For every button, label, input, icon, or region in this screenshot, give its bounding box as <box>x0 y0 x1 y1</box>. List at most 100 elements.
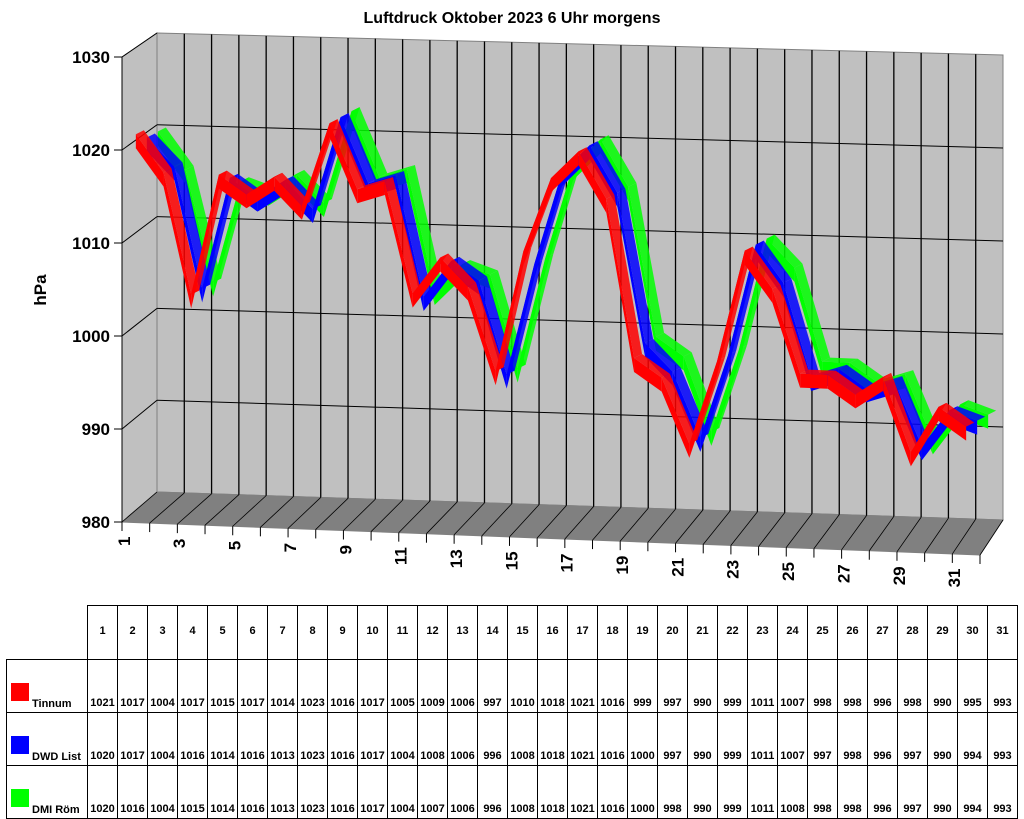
table-cell: 1007 <box>417 765 448 819</box>
legend-label: DWD List <box>32 751 81 763</box>
x-tick-label: 13 <box>447 549 466 568</box>
table-cell: 996 <box>867 765 898 819</box>
side-wall <box>121 32 158 524</box>
legend-swatch-icon <box>11 789 29 807</box>
table-cell: 990 <box>687 659 718 713</box>
x-tick-label: 29 <box>890 566 909 585</box>
table-row: DWD List 1020 1017 1004 1016 1014 1016 1013 1023… <box>6 712 1018 766</box>
table-cell: 1016 <box>327 765 358 819</box>
table-header-day: 26 <box>837 605 868 660</box>
table-cell: 1016 <box>117 765 148 819</box>
table-header-day: 5 <box>207 605 238 660</box>
table-header-day: 18 <box>597 605 628 660</box>
table-cell: 1017 <box>117 659 148 713</box>
table-cell: 1008 <box>507 765 538 819</box>
table-header-day: 30 <box>957 605 988 660</box>
table-cell: 1008 <box>417 712 448 766</box>
x-tick-label: 1 <box>115 537 134 546</box>
table-cell: 1017 <box>357 659 388 713</box>
table-cell: 1021 <box>567 659 598 713</box>
table-cell: 997 <box>657 659 688 713</box>
y-tick-label: 1000 <box>72 327 110 346</box>
table-row: DMI Röm 1020 1016 1004 1015 1014 1016 1013 1023 1… <box>6 765 1018 819</box>
table-header-day: 19 <box>627 605 658 660</box>
table-header-day: 10 <box>357 605 388 660</box>
table-cell: 1007 <box>777 659 808 713</box>
x-tick-label: 15 <box>502 551 521 570</box>
series-ribbon-tinnum <box>135 119 975 467</box>
table-cell: 1014 <box>267 659 298 713</box>
table-cell: 1006 <box>447 712 478 766</box>
y-tick-label: 1020 <box>72 141 110 160</box>
table-cell: 998 <box>837 712 868 766</box>
table-cell: 1004 <box>387 765 418 819</box>
table-header-day: 22 <box>717 605 748 660</box>
table-cell: 1000 <box>627 765 658 819</box>
table-cell: 1011 <box>747 765 778 819</box>
table-cell: 1016 <box>237 765 268 819</box>
table-corner <box>7 606 88 660</box>
table-cell: 1006 <box>447 765 478 819</box>
chart-title: Luftdruck Oktober 2023 6 Uhr morgens <box>363 10 661 27</box>
table-header-day: 16 <box>537 605 568 660</box>
table-cell: 1016 <box>327 659 358 713</box>
table-cell: 990 <box>927 659 958 713</box>
table-cell: 998 <box>897 659 928 713</box>
table-cell: 998 <box>657 765 688 819</box>
table-header-day: 4 <box>177 605 208 660</box>
table-header-day: 17 <box>567 605 598 660</box>
table-cell: 1023 <box>297 765 328 819</box>
table-header-day: 28 <box>897 605 928 660</box>
table-cell: 1021 <box>567 712 598 766</box>
legend-label: DMI Röm <box>32 804 80 816</box>
back-wall <box>156 32 1004 521</box>
table-header-day: 8 <box>297 605 328 660</box>
table-cell: 1004 <box>147 659 178 713</box>
table-cell: 1014 <box>207 712 238 766</box>
y-tick-label: 980 <box>82 513 110 532</box>
table-cell: 994 <box>957 712 988 766</box>
table-header-day: 27 <box>867 605 898 660</box>
table-cell: 1017 <box>177 659 208 713</box>
legend-label: Tinnum <box>32 698 72 710</box>
table-cell: 998 <box>837 659 868 713</box>
table-cell: 1018 <box>537 659 568 713</box>
table-cell: 1004 <box>147 765 178 819</box>
table-header-day: 11 <box>387 605 418 660</box>
table-cell: 1018 <box>537 765 568 819</box>
table-cell: 990 <box>687 712 718 766</box>
data-table: 1 2 3 4 5 6 7 8 9 10 11 12 13 14 15 16 17 18 19 20 21 22 23 24 2… <box>6 605 1018 819</box>
table-cell: 1000 <box>627 712 658 766</box>
table-header-day: 9 <box>327 605 358 660</box>
table-header-day: 2 <box>117 605 148 660</box>
table-cell: 1017 <box>357 712 388 766</box>
table-cell: 1023 <box>297 712 328 766</box>
table-cell: 993 <box>987 765 1018 819</box>
table-cell: 995 <box>957 659 988 713</box>
table-header-day: 21 <box>687 605 718 660</box>
table-cell: 1009 <box>417 659 448 713</box>
table-header-day: 14 <box>477 605 508 660</box>
x-tick-label: 3 <box>170 539 189 548</box>
y-tick-label: 1010 <box>72 234 110 253</box>
series-label-cell: DMI Röm <box>6 765 88 819</box>
x-tick-label: 9 <box>336 545 355 554</box>
table-cell: 1023 <box>297 659 328 713</box>
table-cell: 1016 <box>597 712 628 766</box>
table-cell: 1017 <box>117 712 148 766</box>
table-cell: 997 <box>897 712 928 766</box>
table-cell: 1010 <box>507 659 538 713</box>
table-header-day: 24 <box>777 605 808 660</box>
x-tick-label: 5 <box>226 541 245 550</box>
table-cell: 997 <box>897 765 928 819</box>
table-cell: 998 <box>807 765 838 819</box>
table-cell: 1020 <box>87 765 118 819</box>
table-cell: 1020 <box>87 712 118 766</box>
x-tick-label: 25 <box>779 562 798 581</box>
table-header-day: 3 <box>147 605 178 660</box>
x-tick-label: 21 <box>668 558 687 577</box>
table-cell: 997 <box>657 712 688 766</box>
table-cell: 994 <box>957 765 988 819</box>
table-cell: 1016 <box>597 659 628 713</box>
table-cell: 993 <box>987 659 1018 713</box>
